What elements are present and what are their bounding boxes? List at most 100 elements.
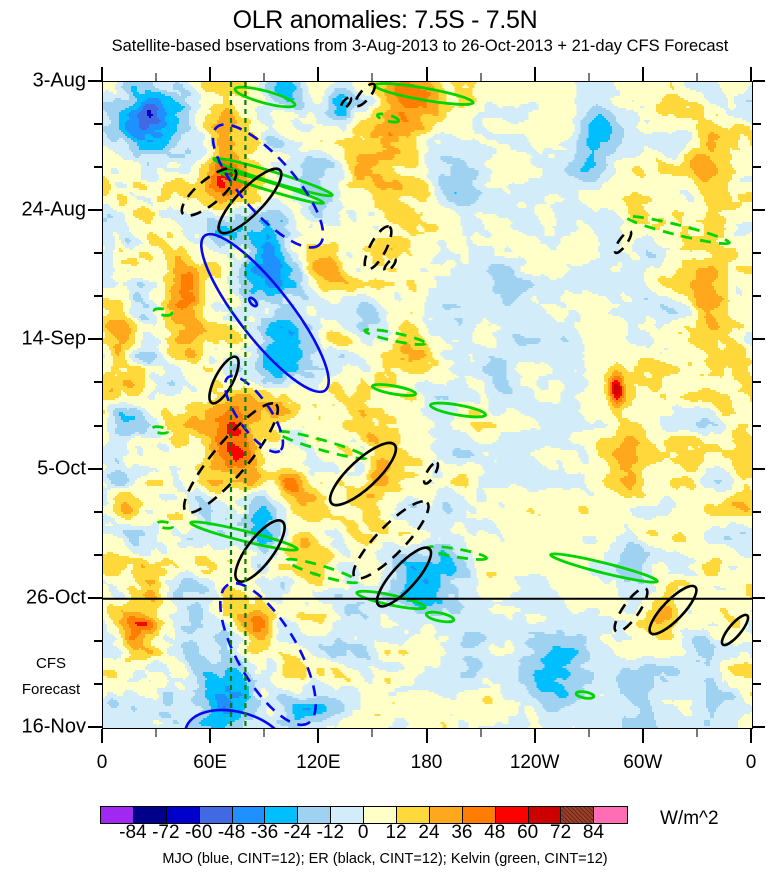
x-axis-major-tick-top [101,67,103,81]
colorbar-segment [495,807,529,823]
y-axis-label: 24-Aug [21,198,87,221]
olr-anomaly-heatmap [103,82,752,728]
colorbar [100,806,629,824]
y-axis-minor-tick-left [94,381,102,384]
kelvin-contour-solid [373,82,475,106]
y-axis-minor-tick-left [94,166,102,169]
y-axis-minor-tick-right [753,639,761,642]
kelvin-contour-solid [429,401,487,419]
er-contour-dashed [180,166,238,218]
page-title: OLR anomalies: 7.5S - 7.5N [232,6,538,34]
x-axis-minor-tick-bottom [479,729,482,737]
x-axis-major-tick-bottom [533,729,536,743]
cfs-note-line1: CFS [36,655,66,672]
y-axis-minor-tick-right [753,166,761,169]
colorbar-tick-label: 36 [451,822,473,843]
x-axis-major-tick-bottom [101,729,103,743]
x-axis-major-tick-top [425,67,428,81]
y-axis-minor-tick-right [753,381,761,384]
y-axis-major-tick-right [753,209,765,212]
colorbar-segment [429,807,463,823]
x-axis-major-tick-top [317,67,320,81]
x-axis-minor-tick-bottom [155,729,158,737]
x-axis-major-tick-top [533,67,536,81]
contour-overlay [103,82,752,728]
mjo-contour-solid [247,296,259,308]
y-axis-minor-tick-left [94,553,102,556]
kelvin-contour-solid [370,383,418,397]
colorbar-segment [133,807,167,823]
kelvin-contour-solid [233,85,297,109]
x-axis-major-tick-bottom [641,729,644,743]
y-axis-major-tick-right [753,726,765,728]
colorbar-segment [594,807,628,823]
x-axis-major-tick-bottom [750,729,752,743]
y-axis-minor-tick-right [753,682,761,685]
y-axis-label: 3-Aug [32,69,86,92]
er-contour-dashed [182,401,280,515]
x-axis-minor-tick-top [479,73,482,81]
er-contour-solid [234,519,286,583]
er-contour-solid [208,355,240,405]
er-contour-solid [328,441,398,507]
x-axis-label: 60E [193,752,228,773]
cfs-note-line2: Forecast [21,681,81,698]
er-contour-dashed [422,461,440,485]
x-axis-label: 120W [509,752,560,773]
y-axis-minor-tick-left [94,123,102,126]
mjo-contour-solid [199,232,331,394]
x-axis-label: 60W [623,752,663,773]
x-axis-minor-tick-top [695,73,698,81]
x-axis-minor-tick-top [155,73,158,81]
er-contour-dashed [613,586,649,634]
kelvin-contour-dashed [150,425,170,435]
y-axis-major-tick-left [88,726,102,728]
x-axis-minor-tick-bottom [371,729,374,737]
x-axis-minor-tick-top [263,73,266,81]
er-contour-solid [720,613,750,647]
colorbar-segment [166,807,200,823]
y-axis-minor-tick-left [94,510,102,513]
x-axis-major-tick-bottom [317,729,320,743]
kelvin-contour-solid [424,610,456,624]
y-axis-major-tick-left [88,80,102,82]
y-axis-major-tick-right [753,596,765,599]
colorbar-segment [298,807,332,823]
colorbar-tick-label: 0 [357,822,369,843]
y-axis-major-tick-left [88,596,102,599]
y-axis-label: 26-Oct [25,586,86,609]
x-axis-major-tick-bottom [209,729,212,743]
kelvin-contour-solid [549,552,659,584]
er-contour-solid [217,167,283,235]
colorbar-tick-label: -36 [250,822,279,843]
colorbar-tick-label: -84 [119,822,147,843]
x-axis-label: 0 [96,752,108,773]
plot-area [102,81,753,729]
y-axis-minor-tick-left [94,252,102,255]
x-axis-label: 180 [410,752,443,773]
page-subtitle: Satellite-based bservations from 3-Aug-2… [111,37,729,55]
y-axis-minor-tick-right [753,424,761,427]
x-axis-minor-tick-bottom [695,729,698,737]
colorbar-tick-label: 48 [484,822,506,843]
y-axis-minor-tick-right [753,295,761,298]
colorbar-segment [199,807,233,823]
er-contour-dashed [383,257,397,273]
x-axis-minor-tick-top [371,73,374,81]
y-axis-major-tick-left [88,209,102,212]
kelvin-contour-dashed [625,214,731,246]
colorbar-tick-label: -24 [283,822,312,843]
y-axis-major-tick-right [753,467,765,470]
er-contour-dashed [353,82,377,108]
colorbar-segment [561,807,595,823]
colorbar-tick-label: 72 [550,822,572,843]
kelvin-contour-dashed [375,112,401,124]
colorbar-segment [331,807,365,823]
colorbar-segment [101,807,134,823]
y-axis-major-tick-left [88,467,102,470]
kelvin-contour-dashed [285,557,359,585]
colorbar-tick-label: 12 [385,822,407,843]
y-axis-minor-tick-right [753,123,761,126]
colorbar-segment [528,807,562,823]
x-axis-minor-tick-top [587,73,590,81]
